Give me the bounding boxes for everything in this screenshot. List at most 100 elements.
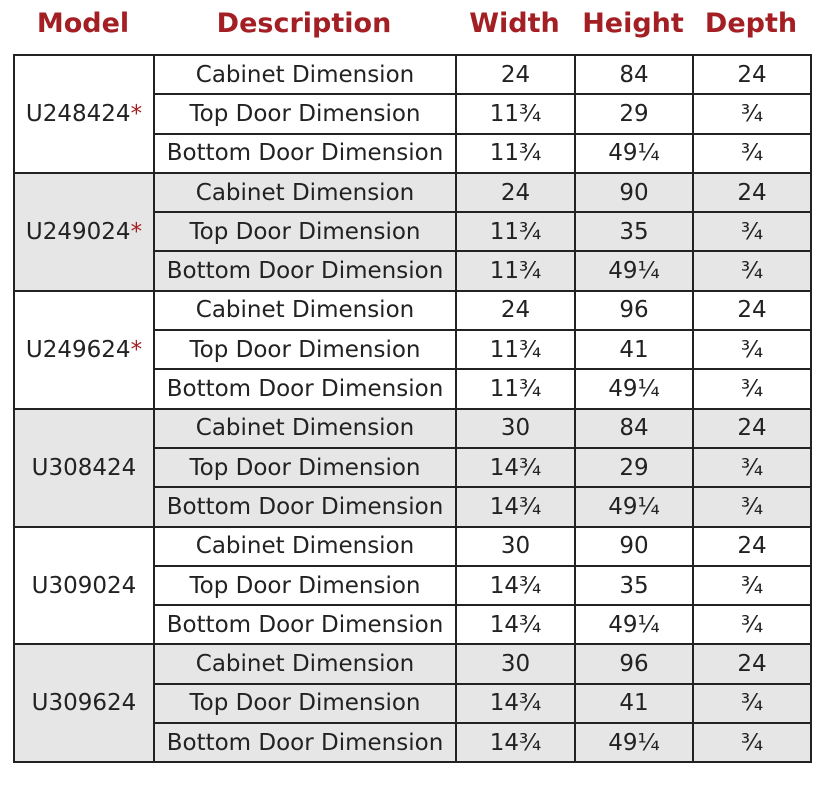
- height-cell: 96: [574, 289, 694, 332]
- model-number: U249024: [25, 218, 131, 245]
- depth-cell: ¾: [692, 368, 812, 410]
- table-row: U309024 Cabinet Dimension 30 90 24: [13, 525, 812, 646]
- model-cell: U248424*: [13, 54, 155, 174]
- width-cell: 24: [455, 53, 576, 96]
- width-cell: 14¾: [455, 446, 576, 489]
- height-cell: 35: [574, 211, 694, 253]
- width-cell: 14¾: [455, 604, 576, 646]
- depth-cell: 24: [692, 407, 812, 449]
- height-cell: 29: [574, 93, 694, 135]
- height-cell: 49¼: [574, 486, 694, 528]
- table-header: Model Description Width Height Depth: [0, 8, 826, 48]
- description-cell: Bottom Door Dimension: [153, 604, 457, 646]
- depth-cell: ¾: [692, 722, 812, 764]
- width-cell: 30: [455, 643, 576, 685]
- width-cell: 14¾: [455, 722, 576, 764]
- description-cell: Top Door Dimension: [153, 329, 457, 371]
- header-model: Model: [36, 8, 130, 39]
- height-cell: 49¼: [574, 722, 694, 764]
- model-number: U248424: [25, 100, 131, 127]
- width-cell: 30: [455, 525, 576, 567]
- width-cell: 11¾: [455, 368, 576, 410]
- table-row: Bottom Door Dimension 14¾ 49¼ ¾: [14, 604, 812, 646]
- table-row: Top Door Dimension 11¾ 35 ¾: [14, 211, 812, 253]
- height-cell: 35: [574, 564, 694, 607]
- depth-cell: ¾: [692, 486, 812, 528]
- description-cell: Cabinet Dimension: [153, 53, 457, 96]
- asterisk-mark: *: [130, 336, 143, 363]
- table-row: Top Door Dimension 11¾ 41 ¾: [14, 329, 812, 371]
- height-cell: 49¼: [574, 132, 694, 174]
- dimensions-table: U248424* Cabinet Dimension 24 84 24 Top Door …: [13, 53, 812, 764]
- height-cell: 90: [574, 171, 694, 214]
- depth-cell: ¾: [692, 250, 812, 292]
- height-cell: 41: [574, 329, 694, 371]
- table-row: U249624* Cabinet Dimension 24 96 24: [13, 289, 812, 410]
- header-description: Description: [216, 8, 392, 39]
- table-row: Top Door Dimension 14¾ 29 ¾: [14, 446, 812, 489]
- header-width: Width: [469, 8, 560, 39]
- table-row: Bottom Door Dimension 14¾ 49¼ ¾: [14, 486, 812, 528]
- depth-cell: ¾: [692, 93, 812, 135]
- table-row: U309624 Cabinet Dimension 30 96 24: [13, 643, 812, 764]
- model-number: U309024: [31, 572, 137, 599]
- table-row: Top Door Dimension 14¾ 35 ¾: [14, 564, 812, 607]
- model-cell: U308424: [13, 407, 155, 528]
- table-row: U249024* Cabinet Dimension 24 90 24: [13, 171, 812, 292]
- description-cell: Bottom Door Dimension: [153, 368, 457, 410]
- depth-cell: ¾: [692, 446, 812, 489]
- model-cell: U249024*: [13, 171, 155, 292]
- width-cell: 14¾: [455, 564, 576, 607]
- height-cell: 49¼: [574, 368, 694, 410]
- model-cell: U309024: [13, 525, 155, 646]
- depth-cell: ¾: [692, 682, 812, 725]
- description-cell: Top Door Dimension: [153, 211, 457, 253]
- height-cell: 49¼: [574, 250, 694, 292]
- height-cell: 84: [574, 407, 694, 449]
- depth-cell: 24: [692, 525, 812, 567]
- model-number: U308424: [31, 454, 137, 481]
- description-cell: Top Door Dimension: [153, 446, 457, 489]
- header-depth: Depth: [704, 8, 798, 39]
- width-cell: 14¾: [455, 682, 576, 725]
- header-height: Height: [582, 8, 684, 39]
- asterisk-mark: *: [130, 100, 143, 127]
- model-number: U249624: [25, 336, 131, 363]
- table-row: Top Door Dimension 14¾ 41 ¾: [14, 682, 812, 725]
- height-cell: 84: [574, 53, 694, 96]
- width-cell: 11¾: [455, 211, 576, 253]
- description-cell: Cabinet Dimension: [153, 407, 457, 449]
- model-cell: U249624*: [13, 289, 155, 410]
- depth-cell: ¾: [692, 604, 812, 646]
- depth-cell: 24: [692, 643, 812, 685]
- description-cell: Cabinet Dimension: [153, 643, 457, 685]
- model-cell: U309624: [13, 643, 155, 764]
- width-cell: 11¾: [455, 329, 576, 371]
- depth-cell: ¾: [692, 564, 812, 607]
- asterisk-mark: *: [130, 218, 143, 245]
- description-cell: Cabinet Dimension: [153, 525, 457, 567]
- depth-cell: 24: [692, 53, 812, 96]
- table-row: Bottom Door Dimension 11¾ 49¼ ¾: [14, 132, 812, 174]
- width-cell: 11¾: [455, 93, 576, 135]
- depth-cell: ¾: [692, 329, 812, 371]
- table-row: Bottom Door Dimension 11¾ 49¼ ¾: [14, 368, 812, 410]
- table-row: Bottom Door Dimension 11¾ 49¼ ¾: [14, 250, 812, 292]
- description-cell: Top Door Dimension: [153, 564, 457, 607]
- depth-cell: 24: [692, 171, 812, 214]
- width-cell: 14¾: [455, 486, 576, 528]
- height-cell: 96: [574, 643, 694, 685]
- width-cell: 11¾: [455, 132, 576, 174]
- description-cell: Bottom Door Dimension: [153, 250, 457, 292]
- description-cell: Cabinet Dimension: [153, 289, 457, 332]
- model-number: U309624: [31, 690, 137, 717]
- height-cell: 90: [574, 525, 694, 567]
- width-cell: 11¾: [455, 250, 576, 292]
- depth-cell: ¾: [692, 211, 812, 253]
- table-row: Bottom Door Dimension 14¾ 49¼ ¾: [14, 722, 812, 764]
- table-row: U308424 Cabinet Dimension 30 84 24: [13, 407, 812, 528]
- height-cell: 29: [574, 446, 694, 489]
- depth-cell: ¾: [692, 132, 812, 174]
- description-cell: Cabinet Dimension: [153, 171, 457, 214]
- description-cell: Bottom Door Dimension: [153, 486, 457, 528]
